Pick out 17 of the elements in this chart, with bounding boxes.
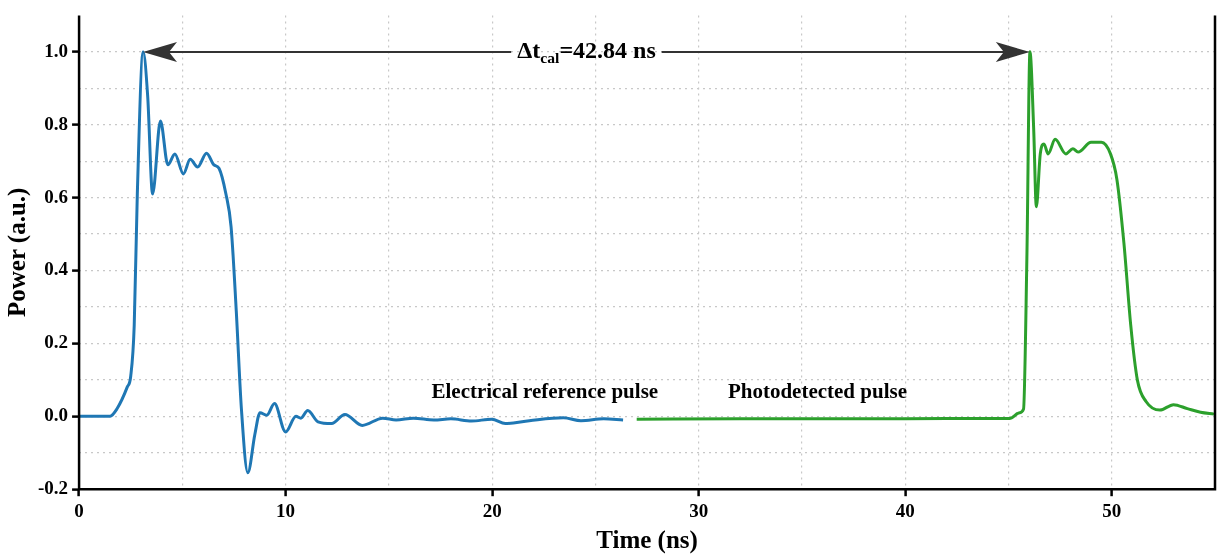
series-label: Electrical reference pulse [431,379,659,404]
text: 1.0 [44,39,69,61]
x-tick-label: 30 [689,499,709,521]
y-tick-label: -0.2 [38,477,69,499]
x-tick-label: 0 [74,499,84,521]
series-label: Photodetected pulse [727,379,907,404]
x-tick-label: 50 [1102,499,1122,521]
y-tick-label: 0.2 [44,331,69,353]
y-tick-label: 0.6 [44,185,69,207]
x-tick-label: 40 [895,499,915,521]
x-tick-label: 10 [276,499,296,521]
y-tick-label: 0.8 [44,112,69,134]
text: 0.0 [44,404,69,426]
y-tick-label: 0.4 [44,258,69,280]
y-axis-title: Power (a.u.) [3,187,32,317]
x-tick-label: 20 [482,499,502,521]
x-axis-title: Time (ns) [596,526,698,555]
